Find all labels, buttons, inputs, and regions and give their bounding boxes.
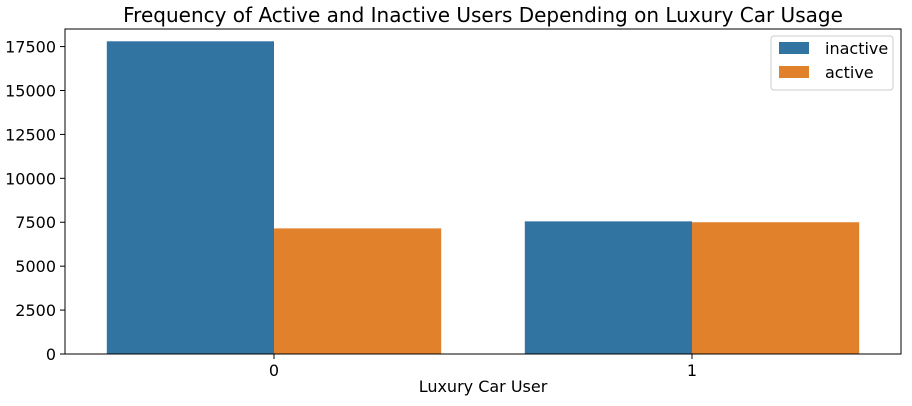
legend-label-inactive: inactive: [825, 39, 888, 58]
bar-series-group: [106, 41, 860, 354]
bar-inactive-0: [106, 41, 274, 354]
y-tick-label: 7500: [15, 213, 56, 232]
x-axis-label: Luxury Car User: [419, 377, 548, 396]
y-tick-label: 10000: [5, 169, 56, 188]
y-tick-label: 17500: [5, 38, 56, 57]
legend-label-active: active: [825, 63, 874, 82]
legend-swatch-inactive: [779, 42, 809, 54]
legend: inactive active: [770, 35, 894, 91]
plot-frame: [64, 28, 902, 355]
y-tick-label: 15000: [5, 81, 56, 100]
y-tick-label: 0: [46, 345, 56, 364]
x-tick-label: 1: [687, 361, 697, 380]
bar-inactive-1: [524, 221, 692, 354]
chart-title: Frequency of Active and Inactive Users D…: [123, 3, 843, 27]
legend-swatch-active: [779, 66, 809, 78]
y-tick-label: 12500: [5, 125, 56, 144]
y-axis: 0 2500 5000 7500 10000 12500 15000 17500: [5, 38, 65, 364]
y-tick-label: 2500: [15, 301, 56, 320]
x-tick-label: 0: [269, 361, 279, 380]
bar-active-1: [692, 222, 860, 354]
bar-active-0: [274, 228, 442, 354]
y-tick-label: 5000: [15, 257, 56, 276]
